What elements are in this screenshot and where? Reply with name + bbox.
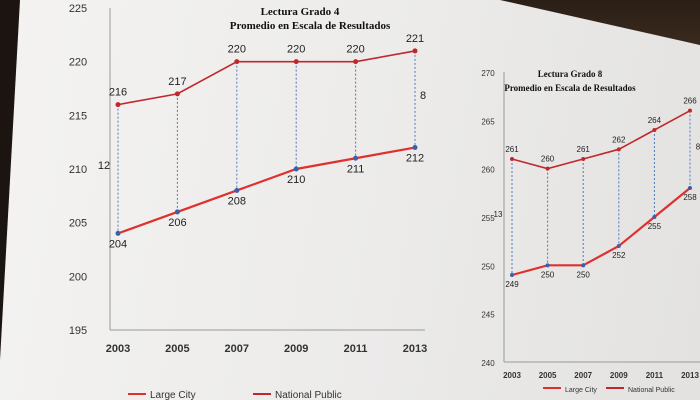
data-label: 264 <box>648 116 662 125</box>
data-point <box>412 145 418 151</box>
x-tick-label: 2003 <box>503 371 521 380</box>
x-tick-label: 2007 <box>225 343 249 355</box>
data-point <box>545 263 550 268</box>
gap-annotation: 8 <box>696 142 700 151</box>
data-label: 261 <box>577 145 591 154</box>
legend-label: Large City <box>150 390 196 400</box>
data-label: 252 <box>612 251 626 260</box>
chart-title: Lectura Grado 8 <box>538 69 603 79</box>
series-line <box>511 109 691 170</box>
y-tick-label: 250 <box>481 262 495 271</box>
data-label: 255 <box>648 222 662 231</box>
gap-annotation: 12 <box>98 160 110 172</box>
data-label: 220 <box>346 44 364 56</box>
y-tick-label: 210 <box>69 164 87 176</box>
y-tick-label: 260 <box>481 166 495 175</box>
y-tick-label: 265 <box>481 117 495 126</box>
x-tick-label: 2013 <box>681 371 699 380</box>
data-point <box>688 108 692 113</box>
chart-grade-4: Lectura Grado 4 Promedio en Escala de Re… <box>69 3 427 400</box>
data-label: 266 <box>683 97 697 106</box>
data-label: 217 <box>168 76 186 88</box>
series-line <box>117 50 416 106</box>
data-label: 206 <box>168 217 186 229</box>
data-point <box>616 244 621 248</box>
data-label: 208 <box>228 195 246 207</box>
data-label: 220 <box>228 44 246 56</box>
x-tick-label: 2009 <box>284 343 308 355</box>
data-point <box>174 209 180 215</box>
data-label: 262 <box>612 135 626 144</box>
y-tick-label: 255 <box>481 214 495 223</box>
data-point <box>115 230 121 236</box>
data-point <box>688 186 692 190</box>
data-point <box>616 147 621 152</box>
data-label: 250 <box>577 270 591 279</box>
series-line <box>511 187 691 277</box>
data-label: 211 <box>347 163 365 175</box>
y-tick-label: 200 <box>69 271 87 283</box>
data-label: 249 <box>505 280 519 289</box>
legend-label: National Public <box>275 390 342 400</box>
data-point <box>581 263 586 268</box>
y-tick-label: 205 <box>69 218 87 230</box>
data-point <box>115 102 121 108</box>
x-tick-label: 2009 <box>610 371 628 380</box>
data-point <box>234 187 240 193</box>
gap-annotation: 13 <box>494 210 503 219</box>
series-line <box>117 146 416 235</box>
y-tick-label: 220 <box>69 57 87 69</box>
data-point <box>510 273 514 277</box>
x-tick-label: 2003 <box>106 343 130 355</box>
y-tick-label: 240 <box>481 359 495 368</box>
x-tick-label: 2007 <box>574 371 592 380</box>
legend-label: National Public <box>628 387 675 394</box>
data-label: 250 <box>541 270 555 279</box>
data-point <box>652 128 657 132</box>
data-point <box>581 157 586 161</box>
x-tick-label: 2005 <box>165 343 189 355</box>
data-point <box>412 48 418 54</box>
x-tick-label: 2011 <box>646 371 664 380</box>
y-tick-label: 270 <box>481 69 495 78</box>
data-point <box>510 157 514 161</box>
x-tick-label: 2013 <box>403 343 427 355</box>
y-tick-label: 215 <box>69 110 87 122</box>
legend-label: Large City <box>565 387 597 394</box>
y-tick-label: 245 <box>481 311 495 320</box>
data-point <box>353 59 359 65</box>
data-label: 210 <box>287 174 305 186</box>
data-point <box>293 166 299 172</box>
data-point <box>652 215 657 219</box>
chart-grade-8: Lectura Grado 8 Promedio en Escala de Re… <box>481 69 700 394</box>
y-tick-label: 195 <box>69 325 87 337</box>
data-label: 260 <box>541 155 555 164</box>
x-tick-label: 2005 <box>539 371 557 380</box>
data-label: 216 <box>109 87 127 99</box>
data-point <box>174 91 180 97</box>
chart-subtitle: Promedio en Escala de Resultados <box>504 83 636 93</box>
data-label: 258 <box>683 193 697 202</box>
data-point <box>293 59 299 65</box>
y-tick-label: 225 <box>69 3 87 15</box>
data-point <box>545 166 550 171</box>
data-label: 220 <box>287 44 305 56</box>
chart-title: Lectura Grado 4 <box>261 6 340 18</box>
chart-subtitle: Promedio en Escala de Resultados <box>230 20 391 32</box>
data-point <box>353 155 359 161</box>
data-label: 261 <box>505 145 519 154</box>
data-label: 212 <box>406 153 424 165</box>
data-label: 221 <box>406 33 424 45</box>
data-label: 204 <box>109 238 127 250</box>
x-tick-label: 2011 <box>344 343 368 355</box>
gap-annotation: 8 <box>420 90 426 102</box>
data-point <box>234 59 240 65</box>
